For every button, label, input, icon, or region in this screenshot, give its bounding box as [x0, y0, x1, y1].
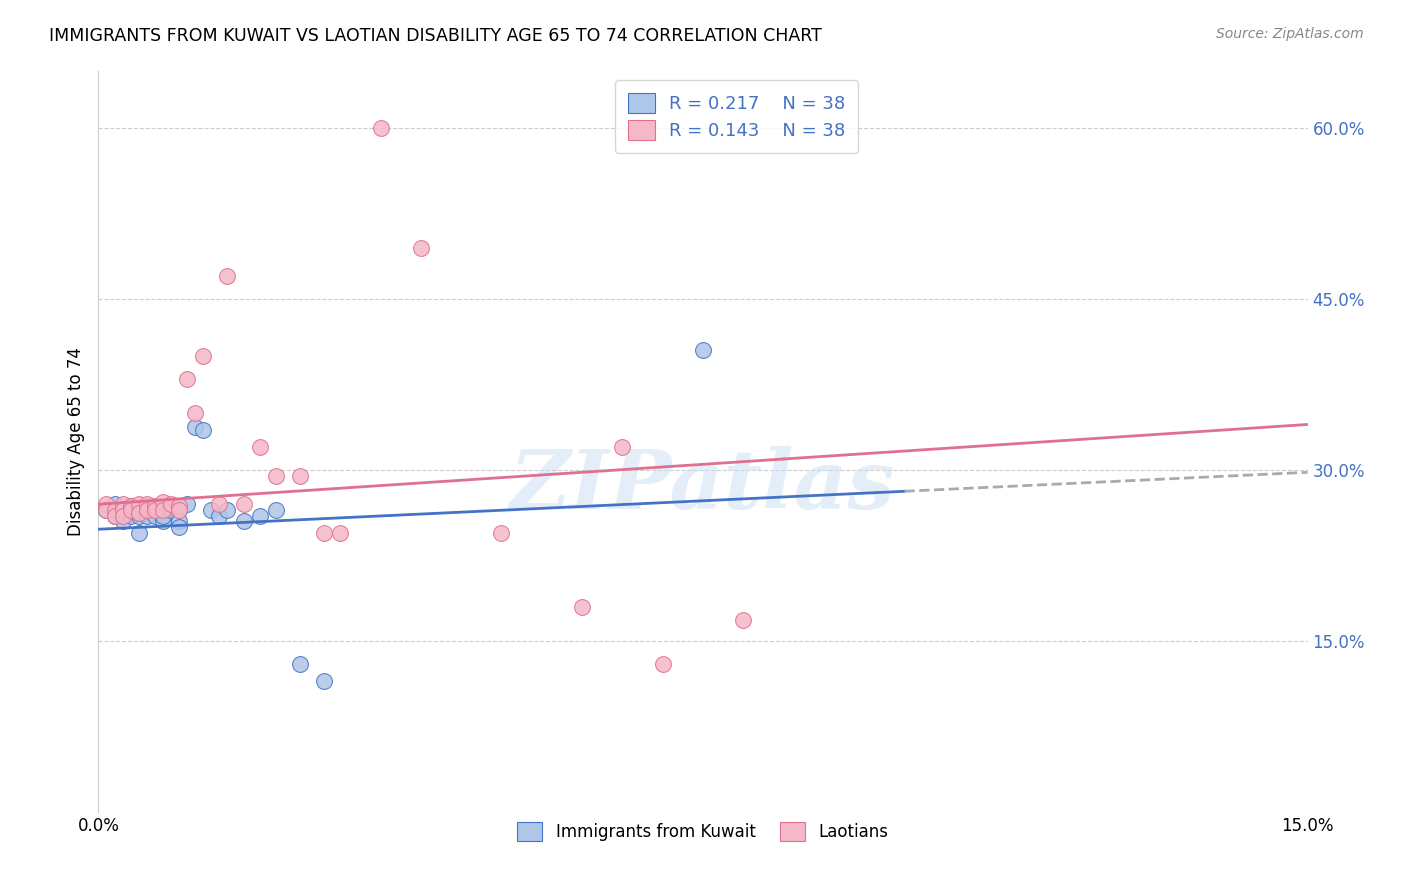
Point — [135, 497, 157, 511]
Point — [167, 503, 190, 517]
Point — [103, 497, 125, 511]
Point — [184, 419, 207, 434]
Point — [288, 468, 311, 483]
Point — [152, 508, 174, 523]
Point — [135, 508, 157, 523]
Point — [103, 508, 125, 523]
Point — [200, 503, 222, 517]
Point — [264, 468, 287, 483]
Point — [232, 497, 254, 511]
Point — [176, 497, 198, 511]
Point — [111, 508, 134, 523]
Point — [111, 497, 134, 511]
Point — [232, 514, 254, 528]
Point — [96, 497, 118, 511]
Point — [128, 508, 150, 523]
Point — [103, 508, 125, 523]
Point — [128, 506, 150, 520]
Legend: Immigrants from Kuwait, Laotians: Immigrants from Kuwait, Laotians — [510, 816, 896, 847]
Point — [184, 406, 207, 420]
Point — [111, 503, 134, 517]
Point — [120, 500, 142, 514]
Point — [167, 520, 190, 534]
Point — [409, 241, 432, 255]
Point — [111, 514, 134, 528]
Point — [143, 503, 166, 517]
Point — [217, 269, 239, 284]
Point — [288, 657, 311, 671]
Point — [249, 440, 271, 454]
Text: ZIPatlas: ZIPatlas — [510, 446, 896, 526]
Point — [167, 514, 190, 528]
Point — [128, 506, 150, 520]
Point — [314, 673, 336, 688]
Point — [152, 503, 174, 517]
Point — [152, 495, 174, 509]
Text: Source: ZipAtlas.com: Source: ZipAtlas.com — [1216, 27, 1364, 41]
Point — [208, 508, 231, 523]
Text: IMMIGRANTS FROM KUWAIT VS LAOTIAN DISABILITY AGE 65 TO 74 CORRELATION CHART: IMMIGRANTS FROM KUWAIT VS LAOTIAN DISABI… — [49, 27, 823, 45]
Point — [143, 508, 166, 523]
Point — [160, 497, 183, 511]
Point — [264, 503, 287, 517]
Point — [103, 503, 125, 517]
Point — [120, 503, 142, 517]
Point — [314, 525, 336, 540]
Point — [167, 503, 190, 517]
Point — [176, 372, 198, 386]
Point — [111, 503, 134, 517]
Point — [612, 440, 634, 454]
Point — [120, 508, 142, 523]
Point — [103, 503, 125, 517]
Point — [571, 599, 593, 614]
Point — [111, 508, 134, 523]
Point — [167, 500, 190, 514]
Point — [143, 503, 166, 517]
Point — [135, 503, 157, 517]
Y-axis label: Disability Age 65 to 74: Disability Age 65 to 74 — [66, 347, 84, 536]
Point — [208, 497, 231, 511]
Point — [193, 423, 215, 437]
Point — [329, 525, 352, 540]
Point — [135, 500, 157, 514]
Point — [128, 525, 150, 540]
Point — [152, 514, 174, 528]
Point — [128, 503, 150, 517]
Point — [120, 503, 142, 517]
Point — [120, 500, 142, 514]
Point — [143, 500, 166, 514]
Point — [370, 121, 392, 136]
Point — [193, 349, 215, 363]
Point — [135, 503, 157, 517]
Point — [96, 503, 118, 517]
Point — [160, 503, 183, 517]
Point — [491, 525, 513, 540]
Point — [217, 503, 239, 517]
Point — [733, 613, 755, 627]
Point — [96, 503, 118, 517]
Point — [249, 508, 271, 523]
Point — [128, 497, 150, 511]
Point — [692, 343, 714, 358]
Point — [651, 657, 673, 671]
Point — [152, 503, 174, 517]
